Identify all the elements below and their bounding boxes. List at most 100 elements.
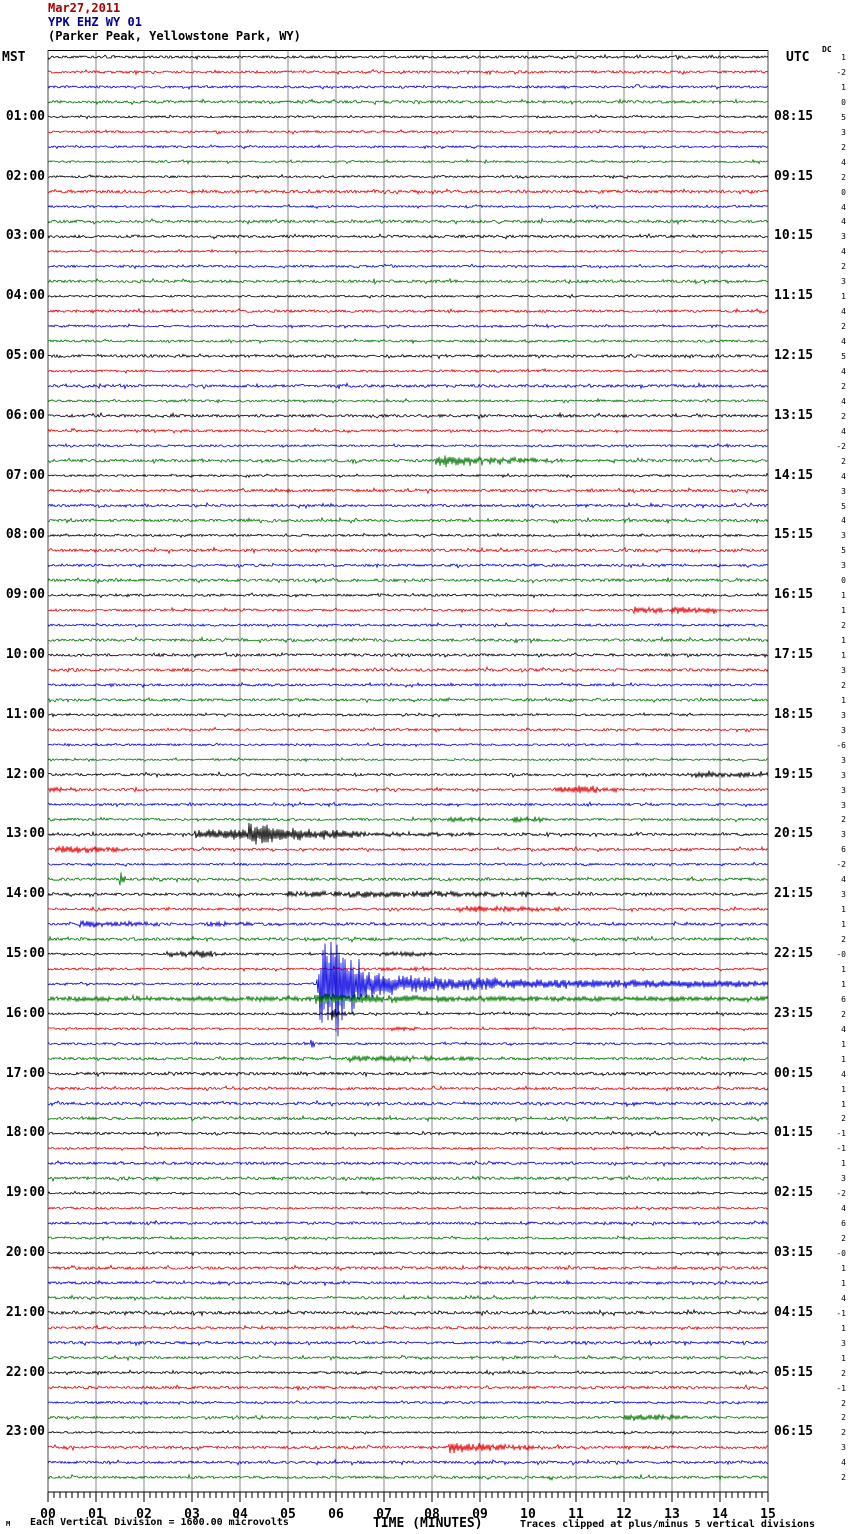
svg-text:02: 02 [136,1507,152,1522]
hour-label: 09:00 [5,587,45,603]
dc-offset-value: 5 [841,112,846,122]
dc-offset-value: 4 [841,307,846,317]
trace-row-61 [47,965,769,973]
hour-label: 20:00 [5,1245,45,1260]
dc-offset-value: 2 [841,1413,846,1423]
trace-row-0 [47,53,769,61]
dc-offset-value: 2 [841,1114,846,1124]
trace-row-90 [47,1400,769,1406]
trace-row-91 [47,1413,769,1422]
dc-offset-value: 1 [841,1054,846,1064]
dc-offset-value: -1 [836,1129,846,1139]
hour-label: 03:00 [5,228,45,244]
dc-offset-value: 2 [841,322,846,332]
dc-offset-value: 1 [841,1353,846,1363]
hour-label: 09:15 [774,168,814,184]
trace-row-32 [47,532,769,539]
hour-label: 22:00 [5,1364,45,1380]
header-station-location: (Parker Peak, Yellowstone Park, WY) [48,29,301,43]
dc-offset-value: 5 [841,352,846,361]
trace-row-23 [47,397,769,405]
dc-offset-value: 2 [841,381,846,391]
svg-text:05: 05 [280,1507,296,1522]
trace-row-94 [47,1458,769,1466]
hour-label: 16:15 [774,587,814,603]
dc-offset-value: 4 [841,426,846,436]
trace-row-82 [47,1279,769,1287]
trace-row-64 [47,1008,769,1021]
trace-row-84 [47,1308,769,1318]
dc-offset-value: 3 [841,890,846,900]
trace-row-71 [47,1114,769,1123]
svg-text:14: 14 [712,1507,728,1522]
trace-row-42 [47,681,768,689]
trace-row-69 [47,1085,769,1093]
dc-offset-value: 4 [841,1069,846,1079]
trace-row-34 [47,562,769,569]
hour-label: 11:00 [5,706,45,722]
trace-row-55 [47,872,769,886]
trace-row-81 [47,1264,769,1272]
dc-offset-value: 1 [841,1278,846,1288]
dc-offset-value: 3 [841,800,846,810]
trace-row-73 [47,1145,769,1152]
hour-label: 16:00 [5,1005,45,1021]
svg-text:08: 08 [424,1507,440,1522]
trace-row-92 [47,1429,769,1435]
dc-offset-value: 2 [841,1234,846,1244]
trace-row-62 [47,941,769,1037]
dc-offset-value: 0 [841,97,846,107]
footer-corner-mark: M [6,1520,11,1528]
trace-row-12 [47,232,769,240]
trace-row-5 [48,128,769,135]
trace-row-54 [47,861,769,868]
dc-offset-value: 4 [841,1293,846,1303]
trace-row-74 [47,1160,769,1167]
trace-row-95 [47,1473,769,1482]
trace-row-47 [47,756,768,763]
dc-column-label: DC [822,45,832,54]
trace-row-85 [48,1324,769,1331]
dc-offset-value: -6 [836,740,846,750]
trace-row-28 [47,472,769,479]
trace-row-51 [47,815,769,824]
trace-row-53 [47,845,769,854]
dc-offset-value: 1 [841,1084,846,1094]
hour-label: 11:15 [774,288,814,304]
hour-label: 21:00 [5,1304,45,1320]
dc-offset-value: 1 [841,292,846,302]
trace-row-66 [47,1039,769,1049]
dc-offset-value: -1 [836,1383,846,1393]
dc-offset-value: 1 [841,82,846,92]
trace-row-49 [47,785,769,794]
trace-row-39 [47,635,769,645]
dc-offset-value: 1 [841,1323,846,1333]
hour-label: 17:00 [5,1065,45,1081]
dc-offset-value: 2 [841,1428,846,1438]
hour-label: 14:00 [5,886,45,902]
hour-label: 12:00 [5,766,45,782]
dc-offset-value: -0 [836,1249,846,1258]
hour-label: 22:15 [774,946,814,961]
dc-offset-value: 1 [841,1099,846,1109]
dc-offset-value: 3 [841,755,846,765]
trace-row-70 [47,1099,769,1108]
trace-row-56 [47,889,769,899]
dc-offset-value: 4 [841,1204,846,1214]
trace-row-11 [47,217,769,226]
dc-offset-value: 3 [841,1174,846,1184]
trace-row-7 [47,158,769,165]
dc-offset-value: 0 [841,187,846,197]
dc-offset-value: 2 [841,1473,846,1483]
dc-offset-value: 3 [841,710,846,720]
trace-row-80 [47,1250,768,1257]
trace-row-57 [48,904,769,914]
dc-offset-value: 4 [841,337,846,347]
trace-row-78 [47,1219,769,1227]
dc-offset-value: 1 [841,651,846,660]
hour-label: 06:00 [5,407,45,423]
dc-offset-value: 2 [841,456,846,466]
hour-label: 05:00 [5,348,45,363]
hour-label: 08:15 [774,108,814,124]
